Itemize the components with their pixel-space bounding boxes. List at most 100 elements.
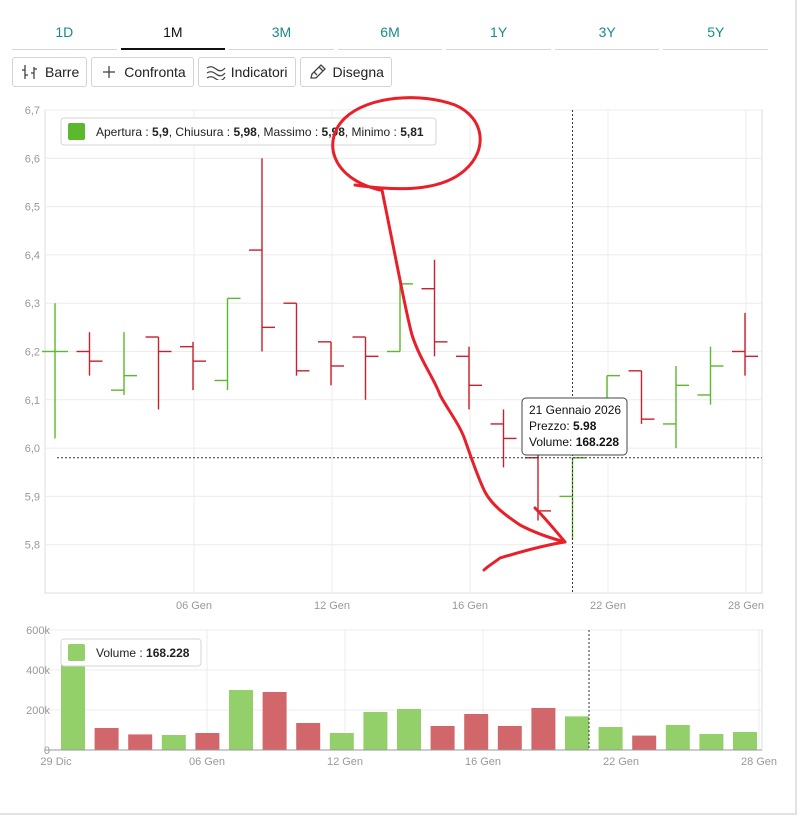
volume-bar[interactable] — [632, 735, 657, 750]
volume-bar[interactable] — [497, 726, 522, 750]
svg-text:Prezzo: 5.98: Prezzo: 5.98 — [529, 419, 597, 433]
ohlc-bar[interactable] — [249, 158, 275, 352]
high-value: 5,98 — [322, 125, 346, 139]
price-y-tick: 6,7 — [25, 105, 40, 117]
hand-drawn-annotation — [331, 96, 567, 572]
ohlc-bar[interactable] — [352, 336, 379, 400]
indicators-wave-icon — [206, 66, 226, 80]
draw-label: Disegna — [332, 64, 384, 80]
ohlc-bar[interactable] — [42, 303, 68, 439]
open-label: Apertura — [96, 125, 142, 139]
volume-bar[interactable] — [565, 716, 589, 750]
ohlc-bar[interactable] — [145, 336, 172, 410]
plus-icon — [103, 66, 116, 78]
price-y-tick: 6,2 — [25, 347, 40, 359]
ohlc-bar[interactable] — [628, 370, 655, 424]
volume-bar[interactable] — [699, 734, 724, 750]
volume-bar[interactable] — [464, 714, 489, 750]
volume-legend-label: Volume — [96, 646, 136, 660]
pencil-icon — [309, 64, 326, 79]
tab-1m[interactable]: 1M — [120, 18, 226, 50]
annotation-circle — [331, 96, 482, 192]
volume-bar[interactable] — [296, 723, 321, 750]
volume-bar[interactable] — [397, 709, 421, 750]
price-y-tick: 6,3 — [25, 298, 40, 310]
tab-5y[interactable]: 5Y — [663, 18, 769, 50]
price-axis: 6,7 6,6 6,5 6,4 6,3 6,2 6,1 6,0 5,9 5,8 06 Gen 12 G… — [25, 105, 764, 612]
volume-bar[interactable] — [128, 734, 153, 750]
indicators-button[interactable]: Indicatori — [197, 57, 296, 87]
tab-6m[interactable]: 6M — [337, 18, 443, 50]
volume-legend: Volume : 168.228 — [60, 638, 202, 667]
volume-bar[interactable] — [161, 735, 186, 750]
svg-text:Volume : 168.228: Volume : 168.228 — [96, 646, 190, 660]
high-label: Massimo — [263, 125, 311, 139]
close-label: Chiusura — [175, 125, 223, 139]
tooltip-date: 21 Gennaio 2026 — [529, 403, 621, 417]
compare-label: Confronta — [124, 64, 186, 80]
ohlc-bar[interactable] — [732, 312, 758, 376]
crosshair-tooltip: 21 Gennaio 2026 Prezzo: 5.98 Volume: 168… — [521, 397, 628, 456]
volume-bar[interactable] — [94, 728, 119, 750]
tab-1d[interactable]: 1D — [12, 18, 117, 50]
bars-button[interactable]: Barre — [12, 57, 88, 87]
ohlc-bar[interactable] — [421, 259, 448, 357]
price-grid — [44, 109, 763, 594]
compare-button[interactable]: Confronta — [91, 57, 194, 87]
ohlc-bar[interactable] — [490, 409, 517, 468]
price-y-tick: 6,0 — [25, 443, 40, 455]
volume-bar[interactable] — [363, 712, 388, 750]
price-x-tick: 06 Gen — [176, 600, 212, 612]
volume-grid — [44, 629, 763, 751]
volume-legend-swatch — [68, 644, 85, 661]
tab-3y[interactable]: 3Y — [554, 18, 660, 50]
svg-text:Volume: 168.228: Volume: 168.228 — [529, 435, 619, 449]
ohlc-bar[interactable] — [697, 346, 724, 405]
price-legend: Apertura : 5,9, Chiusura : 5,98, Massimo… — [60, 117, 437, 146]
volume-y-tick: 600k — [26, 625, 50, 637]
volume-bar[interactable] — [195, 733, 220, 750]
volume-x-tick: 28 Gen — [741, 756, 777, 768]
volume-bar[interactable] — [229, 690, 253, 750]
volume-bars — [61, 656, 757, 750]
price-y-tick: 6,6 — [25, 153, 40, 165]
draw-button[interactable]: Disegna — [299, 57, 392, 87]
annotation-arrow-line — [380, 188, 567, 544]
ohlc-bar[interactable] — [318, 341, 344, 386]
volume-x-tick: 06 Gen — [189, 756, 225, 768]
tab-1y[interactable]: 1Y — [446, 18, 551, 50]
ohlc-bar[interactable] — [283, 302, 310, 376]
bars-label: Barre — [45, 64, 80, 80]
ohlc-bar[interactable] — [111, 332, 137, 395]
tooltip-volume-value: 168.228 — [576, 435, 620, 449]
tab-3m[interactable]: 3M — [229, 18, 334, 50]
price-x-tick: 12 Gen — [314, 600, 350, 612]
volume-bar[interactable] — [531, 708, 556, 750]
crosshair — [57, 110, 762, 750]
tooltip-volume-label: Volume: — [529, 435, 572, 449]
price-x-tick: 28 Gen — [728, 600, 764, 612]
ohlc-bar[interactable] — [214, 297, 241, 391]
ohlc-bar[interactable] — [76, 332, 103, 376]
low-value: 5,81 — [400, 125, 424, 139]
ohlc-bar[interactable] — [456, 346, 482, 410]
volume-x-tick: 12 Gen — [327, 756, 363, 768]
volume-x-tick: 29 Dic — [40, 756, 72, 768]
price-y-tick: 5,8 — [25, 540, 40, 552]
ohlc-bar[interactable] — [663, 365, 689, 449]
volume-bar[interactable] — [61, 656, 85, 750]
ohlc-bar[interactable] — [180, 341, 206, 391]
price-x-tick: 22 Gen — [590, 600, 626, 612]
price-x-tick: 16 Gen — [452, 600, 488, 612]
volume-bar[interactable] — [598, 727, 623, 750]
volume-bar[interactable] — [262, 692, 287, 750]
volume-bar[interactable] — [329, 733, 354, 750]
tooltip-price-label: Prezzo: — [529, 419, 570, 433]
volume-y-tick: 200k — [26, 705, 50, 717]
volume-bar[interactable] — [733, 732, 757, 750]
volume-y-tick: 400k — [26, 665, 50, 677]
volume-bar[interactable] — [665, 725, 690, 750]
volume-bar[interactable] — [430, 726, 455, 750]
